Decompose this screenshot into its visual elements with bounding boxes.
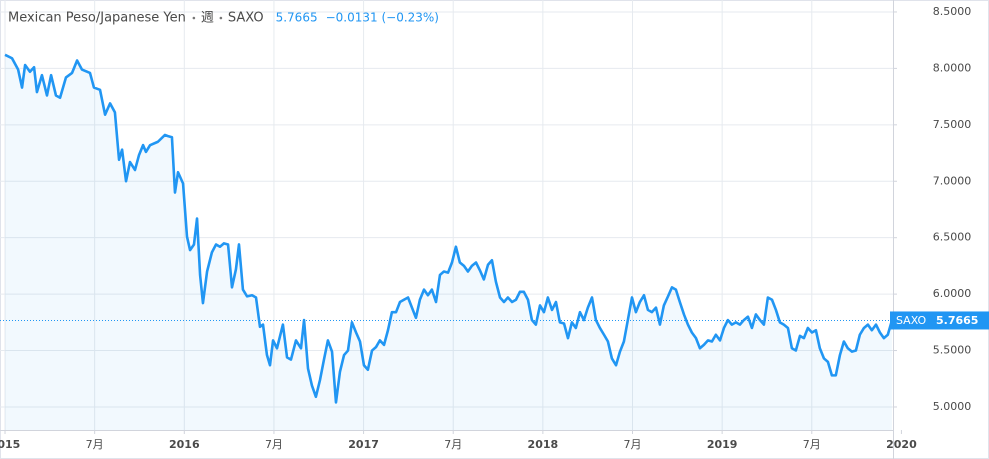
x-tick-label: 7月 [444, 438, 462, 451]
y-tick-label: 5.5000 [933, 344, 972, 357]
x-tick-label: 2017 [348, 438, 379, 451]
symbol: Mexican Peso/Japanese Yen [8, 11, 186, 26]
interval: 週 [201, 11, 214, 26]
y-tick-label: 8.0000 [933, 61, 972, 74]
price-line-series [4, 53, 894, 404]
price-box-source: SAXO [896, 314, 927, 327]
x-tick-label: 2020 [886, 438, 917, 451]
y-tick-label: 6.5000 [933, 231, 972, 244]
plot [0, 53, 894, 430]
y-tick-label: 7.5000 [933, 118, 972, 131]
x-tick-label: 7月 [86, 438, 104, 451]
x-tick-label: 2018 [528, 438, 559, 451]
source: SAXO [228, 11, 264, 26]
change: −0.0131 (−0.23%) [326, 11, 439, 25]
y-tick-label: 7.0000 [933, 174, 972, 187]
grid [0, 0, 893, 430]
axes: 5.0000 5.5000 6.0000 6.5000 7.0000 7.5000 8.00… [0, 5, 989, 451]
separator [219, 16, 223, 20]
separator [192, 16, 196, 20]
x-tick-label: 7月 [803, 438, 821, 451]
price: 5.7665 [276, 11, 318, 25]
area-fill [5, 54, 892, 430]
x-tick-label: 2015 [0, 438, 20, 451]
x-tick-label: 2019 [707, 438, 738, 451]
price-box [890, 311, 989, 330]
x-tick-label: 7月 [265, 438, 283, 451]
price-box-value: 5.7665 [936, 314, 978, 327]
header: Mexican Peso/Japanese Yen 週 SAXO 5.7665 … [8, 11, 439, 26]
y-tick-label: 5.0000 [933, 400, 972, 413]
x-tick-label: 7月 [624, 438, 642, 451]
y-tick-label: 8.5000 [933, 5, 972, 18]
y-tick-label: 6.0000 [933, 287, 972, 300]
x-tick-label: 2016 [169, 438, 200, 451]
